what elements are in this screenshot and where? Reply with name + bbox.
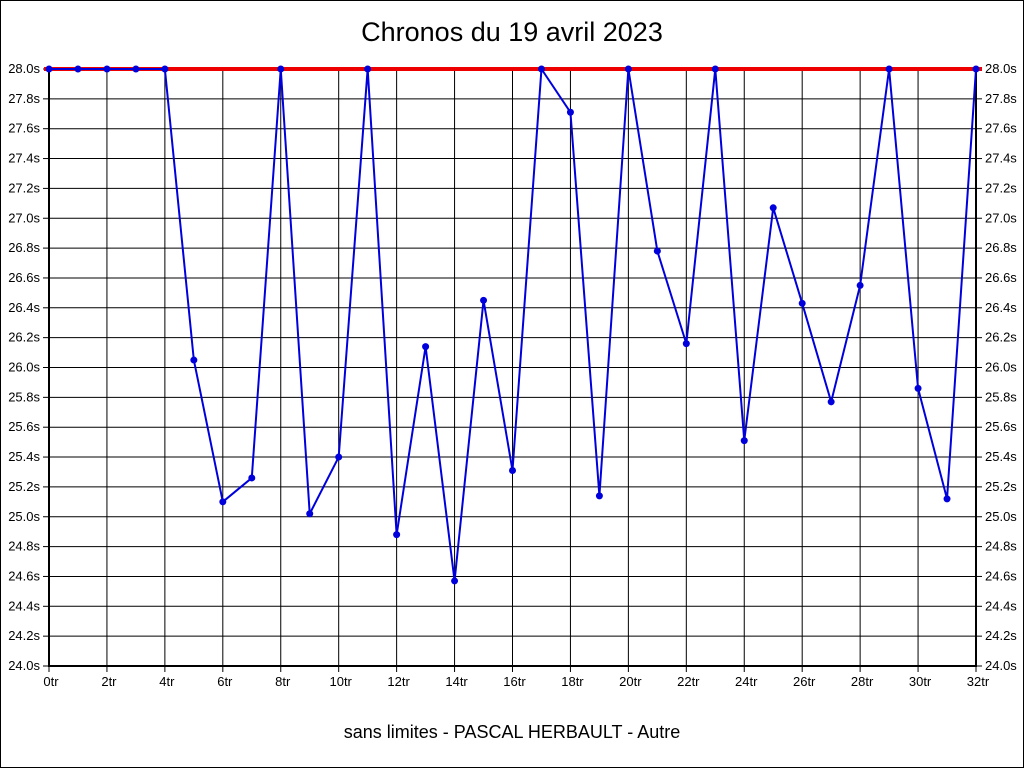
data-point [972, 65, 980, 73]
x-tick-label: 0tr [43, 674, 59, 689]
data-point [451, 577, 459, 585]
y-tick-label-left: 24.6s [8, 568, 40, 583]
data-point [595, 492, 603, 500]
y-tick-label-left: 27.8s [8, 91, 40, 106]
x-tick-label: 26tr [793, 674, 816, 689]
y-tick-label-left: 24.0s [8, 658, 40, 673]
data-point [277, 65, 285, 73]
x-tick-label: 22tr [677, 674, 700, 689]
data-point [393, 531, 401, 539]
data-point [161, 65, 169, 73]
data-point [422, 343, 430, 351]
y-tick-label-right: 27.0s [985, 210, 1017, 225]
y-tick-label-right: 24.6s [985, 568, 1017, 583]
x-tick-label: 32tr [967, 674, 990, 689]
x-tick-label: 4tr [159, 674, 175, 689]
data-point [740, 437, 748, 445]
y-tick-label-left: 25.0s [8, 509, 40, 524]
x-tick-label: 16tr [503, 674, 526, 689]
y-tick-label-left: 24.8s [8, 539, 40, 554]
data-point [248, 474, 256, 482]
data-point [509, 466, 516, 474]
y-tick-label-right: 25.6s [985, 419, 1017, 434]
y-tick-label-right: 26.8s [985, 240, 1017, 255]
data-point [190, 356, 198, 364]
x-tick-label: 12tr [387, 674, 410, 689]
data-point [132, 65, 140, 73]
y-tick-label-right: 27.4s [985, 151, 1017, 166]
chart-caption: sans limites - PASCAL HERBAULT - Autre [343, 722, 681, 742]
y-tick-label-right: 25.2s [985, 479, 1017, 494]
y-tick-label-left: 27.0s [8, 210, 40, 225]
y-tick-label-left: 26.2s [8, 330, 40, 345]
y-tick-label-left: 26.0s [8, 360, 40, 375]
x-tick-label: 6tr [217, 674, 233, 689]
y-tick-label-left: 24.4s [8, 598, 40, 613]
y-tick-label-left: 26.6s [8, 270, 40, 285]
data-point [45, 65, 53, 73]
y-tick-label-left: 27.6s [8, 121, 40, 136]
data-point [827, 398, 835, 406]
data-point [682, 340, 690, 348]
x-tick-label: 14tr [445, 674, 468, 689]
y-tick-label-right: 28.0s [985, 61, 1017, 76]
data-point [306, 510, 314, 518]
y-tick-label-right: 24.2s [985, 628, 1017, 643]
data-point [103, 65, 111, 73]
x-tick-label: 20tr [619, 674, 642, 689]
y-tick-label-left: 26.8s [8, 240, 40, 255]
y-tick-label-left: 28.0s [8, 61, 40, 76]
data-point [364, 65, 372, 73]
y-tick-label-right: 26.2s [985, 330, 1017, 345]
data-point [219, 498, 227, 506]
data-point [914, 384, 922, 392]
x-tick-label: 2tr [101, 674, 117, 689]
y-tick-label-right: 25.8s [985, 389, 1017, 404]
y-tick-label-left: 25.2s [8, 479, 40, 494]
y-tick-label-left: 27.4s [8, 151, 40, 166]
data-point [885, 65, 893, 73]
x-tick-label: 28tr [851, 674, 874, 689]
y-tick-label-left: 24.2s [8, 628, 40, 643]
x-tick-label: 24tr [735, 674, 758, 689]
y-tick-label-right: 27.2s [985, 180, 1017, 195]
data-point [624, 65, 632, 73]
data-point [566, 108, 574, 116]
data-point [74, 65, 82, 73]
y-tick-label-right: 27.6s [985, 121, 1017, 136]
data-point [653, 247, 661, 255]
y-tick-label-left: 26.4s [8, 300, 40, 315]
y-tick-label-left: 25.4s [8, 449, 40, 464]
data-point [943, 495, 951, 503]
y-tick-label-right: 26.4s [985, 300, 1017, 315]
chart-title: Chronos du 19 avril 2023 [361, 17, 663, 47]
y-tick-label-right: 24.4s [985, 598, 1017, 613]
y-tick-label-right: 24.0s [985, 658, 1017, 673]
data-point [798, 299, 806, 307]
x-tick-label: 18tr [561, 674, 584, 689]
y-tick-label-left: 25.8s [8, 389, 40, 404]
y-tick-label-right: 25.0s [985, 509, 1017, 524]
y-tick-label-left: 27.2s [8, 180, 40, 195]
data-point [856, 281, 864, 289]
x-tick-label: 30tr [909, 674, 932, 689]
y-tick-label-right: 25.4s [985, 449, 1017, 464]
data-point [537, 65, 545, 73]
y-tick-label-right: 27.8s [985, 91, 1017, 106]
y-tick-label-left: 25.6s [8, 419, 40, 434]
data-point [480, 296, 488, 304]
y-tick-label-right: 24.8s [985, 539, 1017, 554]
y-tick-label-right: 26.0s [985, 360, 1017, 375]
y-tick-label-right: 26.6s [985, 270, 1017, 285]
data-point [711, 65, 719, 73]
x-tick-label: 8tr [275, 674, 291, 689]
x-tick-label: 10tr [329, 674, 352, 689]
data-point [335, 453, 343, 461]
data-point [769, 204, 777, 212]
